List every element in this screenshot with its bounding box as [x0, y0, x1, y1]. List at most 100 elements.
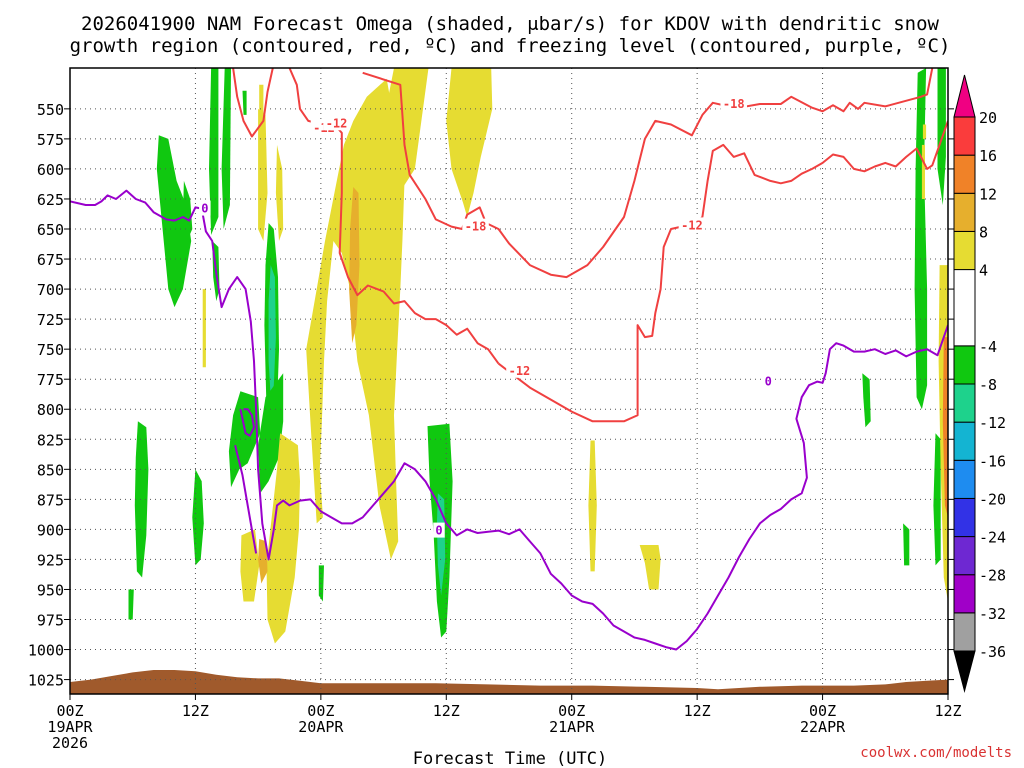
colorbar-band-7 [953, 383, 976, 423]
colorbar-band-9 [953, 269, 976, 347]
y-tick-label: 625 [37, 191, 64, 209]
colorbar-label: -8 [979, 376, 997, 394]
y-tick-label: 725 [37, 311, 64, 329]
isotherm-label-4-0: 0 [201, 202, 208, 216]
omega-region-20 [933, 433, 941, 566]
omega-region-15 [436, 493, 446, 596]
isotherm-line-4 [70, 189, 948, 651]
omega-region-27 [275, 144, 284, 241]
y-tick-label: 900 [37, 521, 64, 539]
omega-region-8 [258, 373, 284, 494]
colorbar-band-2 [953, 574, 976, 614]
colorbar-band-13 [953, 116, 976, 156]
colorbar-label: -20 [979, 490, 1006, 508]
colorbar-band-6 [953, 421, 976, 461]
omega-shading [128, 68, 948, 644]
y-tick-label: 950 [37, 581, 64, 599]
omega-region-10 [134, 421, 149, 578]
y-axis: 550 575 600 625 650 675 700 725 750 775 800 825 850 8… [28, 101, 954, 690]
credit-text: coolwx.com/modelts [860, 745, 1012, 761]
omega-region-36 [921, 144, 925, 199]
omega-region-32 [258, 539, 268, 584]
isotherm-label-bg [678, 217, 706, 233]
omega-region-35 [922, 124, 927, 139]
terrain [70, 670, 948, 694]
omega-region-31 [240, 529, 260, 602]
isotherm-label-bg [720, 96, 747, 112]
isotherm-label-3-0: -12 [681, 218, 703, 232]
colorbar-band-8 [953, 345, 976, 385]
x-tick-label: 00Z [809, 702, 836, 720]
colorbar-band-11 [953, 192, 976, 232]
y-tick-label: 550 [37, 101, 64, 119]
isotherm-label-2-1: -18 [723, 97, 745, 111]
x-tick-label: 12Z [684, 702, 711, 720]
colorbar-label: 8 [979, 223, 988, 241]
x-tick-label: 22APR [800, 718, 846, 736]
y-tick-label: 1025 [28, 672, 64, 690]
colorbar-band-4 [953, 497, 976, 538]
isotherm-line-2 [362, 68, 934, 279]
x-tick-label: 00Z [307, 702, 334, 720]
omega-region-2 [209, 68, 219, 235]
omega-region-12 [128, 589, 134, 620]
isotherm-label-4-2: 0 [765, 375, 772, 389]
colorbar-label: 12 [979, 185, 997, 203]
isotherm-label-bg [323, 115, 350, 131]
colorbar-label: 4 [979, 262, 988, 280]
colorbar-label: -24 [979, 529, 1006, 547]
y-tick-label: 825 [37, 431, 64, 449]
x-tick-label: 19APR [47, 718, 93, 736]
colorbar-label: -16 [979, 452, 1006, 470]
isotherm-label-bg [762, 373, 774, 389]
isotherm-label-1-1: -12 [509, 364, 531, 378]
x-tick-label: 12Z [182, 702, 209, 720]
omega-region-30 [266, 433, 300, 644]
chart-title-line-1: 2026041900 NAM Forecast Omega (shaded, μ… [81, 13, 939, 35]
omega-region-23 [446, 68, 493, 217]
y-tick-label: 800 [37, 401, 64, 419]
omega-region-7 [268, 265, 276, 398]
x-tick-label: 2026 [52, 734, 88, 752]
y-tick-label: 975 [37, 612, 64, 630]
omega-region-29 [202, 289, 206, 368]
omega-region-28 [259, 84, 264, 151]
colorbar-label: -12 [979, 414, 1006, 432]
isotherm-line-5 [239, 408, 255, 437]
y-tick-label: 650 [37, 221, 64, 239]
x-tick-label: 00Z [558, 702, 585, 720]
omega-region-34 [639, 545, 661, 590]
x-tick-label: 12Z [433, 702, 460, 720]
y-tick-label: 1000 [28, 642, 64, 660]
colorbar-label: -36 [979, 643, 1006, 661]
omega-region-1 [182, 180, 193, 241]
isotherm-label-1-0: -12 [326, 116, 348, 130]
colorbar: 20 16 12 8 4 -4 -8 -12 -16 -20 -24 -28 -32 -36 [953, 74, 1006, 693]
x-tick-label: 12Z [934, 702, 961, 720]
colorbar-band-5 [953, 459, 976, 499]
y-tick-label: 775 [37, 371, 64, 389]
x-tick-label: 20APR [298, 718, 344, 736]
y-tick-label: 850 [37, 461, 64, 479]
colorbar-band-14 [953, 74, 976, 118]
omega-region-33 [588, 440, 597, 572]
y-tick-label: 575 [37, 131, 64, 149]
omega-region-13 [318, 565, 324, 602]
omega-region-18 [914, 68, 928, 410]
colorbar-band-0 [953, 650, 976, 693]
y-tick-label: 675 [37, 251, 64, 269]
isotherm-label-bg [199, 200, 211, 216]
terrain-fill [70, 670, 948, 694]
x-axis-title: Forecast Time (UTC) [413, 749, 607, 768]
y-tick-label: 750 [37, 341, 64, 359]
isotherm-label-2-0: -18 [465, 220, 487, 234]
isotherm-label-bg [506, 362, 533, 378]
isotherm-line-6 [234, 445, 258, 554]
omega-region-11 [192, 469, 204, 566]
omega-region-5 [242, 90, 247, 115]
colorbar-label: 20 [979, 109, 997, 127]
x-tick-label: 21APR [549, 718, 595, 736]
omega-region-25 [349, 187, 360, 344]
